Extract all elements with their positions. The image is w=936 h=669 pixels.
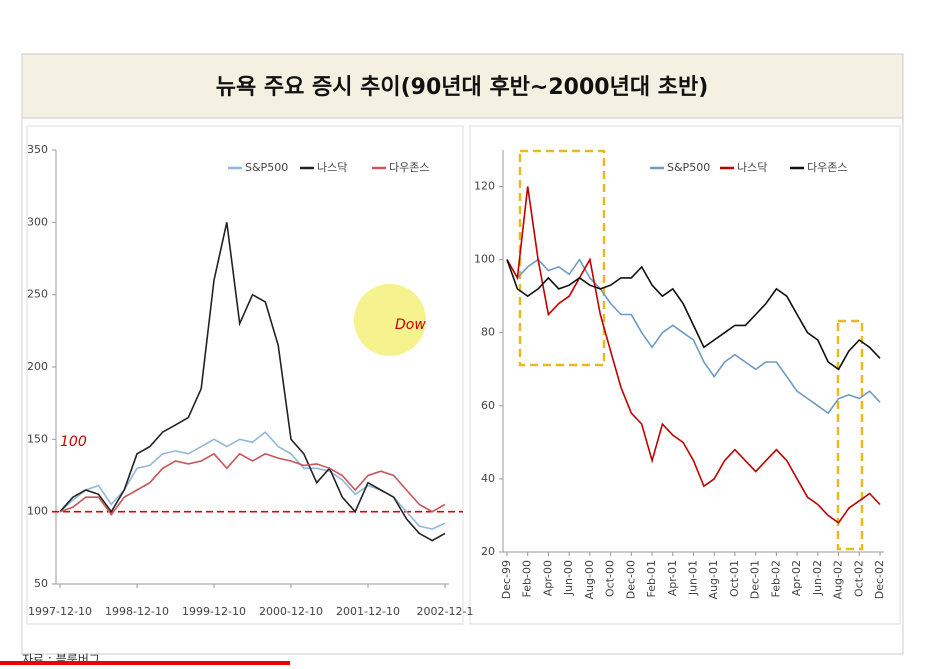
legend-label: 다우존스 bbox=[389, 161, 429, 174]
y-tick-label: 40 bbox=[481, 472, 495, 485]
slide-title: 뉴욕 주요 증시 추이(90년대 후반~2000년대 초반) bbox=[216, 75, 709, 100]
x-tick-label: Apr-02 bbox=[790, 560, 803, 596]
x-tick-label: Feb-01 bbox=[645, 560, 658, 597]
series-line bbox=[506, 258, 881, 415]
x-tick-label: Dec-00 bbox=[624, 560, 637, 599]
y-tick-label: 100 bbox=[474, 253, 495, 266]
legend-label: S&P500 bbox=[667, 161, 710, 174]
x-tick-label: 1999-12-10 bbox=[182, 605, 246, 618]
x-tick-label: Feb-02 bbox=[769, 560, 782, 597]
x-tick-label: Jun-01 bbox=[687, 560, 700, 596]
series-line bbox=[59, 452, 446, 516]
y-tick-label: 120 bbox=[474, 180, 495, 193]
x-tick-label: Dec-99 bbox=[500, 560, 513, 599]
x-tick-label: Jun-02 bbox=[811, 560, 824, 596]
y-tick-label: 250 bbox=[27, 288, 48, 301]
x-tick-label: Oct-01 bbox=[728, 560, 741, 597]
x-tick-label: Jun-00 bbox=[562, 560, 575, 596]
x-tick-label: 1998-12-10 bbox=[105, 605, 169, 618]
progress-bar bbox=[0, 661, 290, 665]
x-tick-label: Apr-01 bbox=[666, 560, 679, 596]
y-tick-label: 100 bbox=[27, 505, 48, 518]
legend-label: 나스닥 bbox=[317, 161, 347, 174]
x-tick-label: Dec-01 bbox=[749, 560, 762, 599]
y-tick-label: 80 bbox=[481, 326, 495, 339]
y-tick-label: 50 bbox=[34, 577, 48, 590]
series-line bbox=[59, 222, 446, 542]
y-tick-label: 300 bbox=[27, 215, 48, 228]
x-tick-label: 2001-12-10 bbox=[336, 605, 400, 618]
annotation: 100 bbox=[60, 434, 87, 450]
annotation: Dow bbox=[395, 317, 426, 333]
legend-label: 나스닥 bbox=[737, 161, 767, 174]
y-tick-label: 20 bbox=[481, 545, 495, 558]
legend-label: 다우존스 bbox=[807, 161, 847, 174]
series-line bbox=[506, 259, 881, 371]
legend-label: S&P500 bbox=[245, 161, 288, 174]
chart-panel bbox=[26, 125, 464, 625]
y-tick-label: 60 bbox=[481, 399, 495, 412]
chart-panel bbox=[469, 125, 901, 625]
title-bar bbox=[21, 53, 904, 119]
x-tick-label: Dec-02 bbox=[873, 560, 886, 599]
y-tick-label: 350 bbox=[27, 143, 48, 156]
x-tick-label: 2000-12-10 bbox=[259, 605, 323, 618]
pointer-highlight bbox=[354, 284, 426, 356]
y-tick-label: 200 bbox=[27, 360, 48, 373]
x-tick-label: Oct-00 bbox=[604, 560, 617, 597]
x-tick-label: 2002-12-1 bbox=[417, 605, 474, 618]
x-tick-label: 1997-12-10 bbox=[28, 605, 92, 618]
x-tick-label: Aug-00 bbox=[583, 560, 596, 599]
highlight-box bbox=[836, 319, 864, 551]
x-tick-label: Feb-00 bbox=[521, 560, 534, 597]
series-line bbox=[506, 186, 881, 524]
y-tick-label: 150 bbox=[27, 432, 48, 445]
x-tick-label: Oct-02 bbox=[852, 560, 865, 597]
x-tick-label: Aug-02 bbox=[832, 560, 845, 599]
x-tick-label: Aug-01 bbox=[707, 560, 720, 599]
x-tick-label: Apr-00 bbox=[541, 560, 554, 596]
